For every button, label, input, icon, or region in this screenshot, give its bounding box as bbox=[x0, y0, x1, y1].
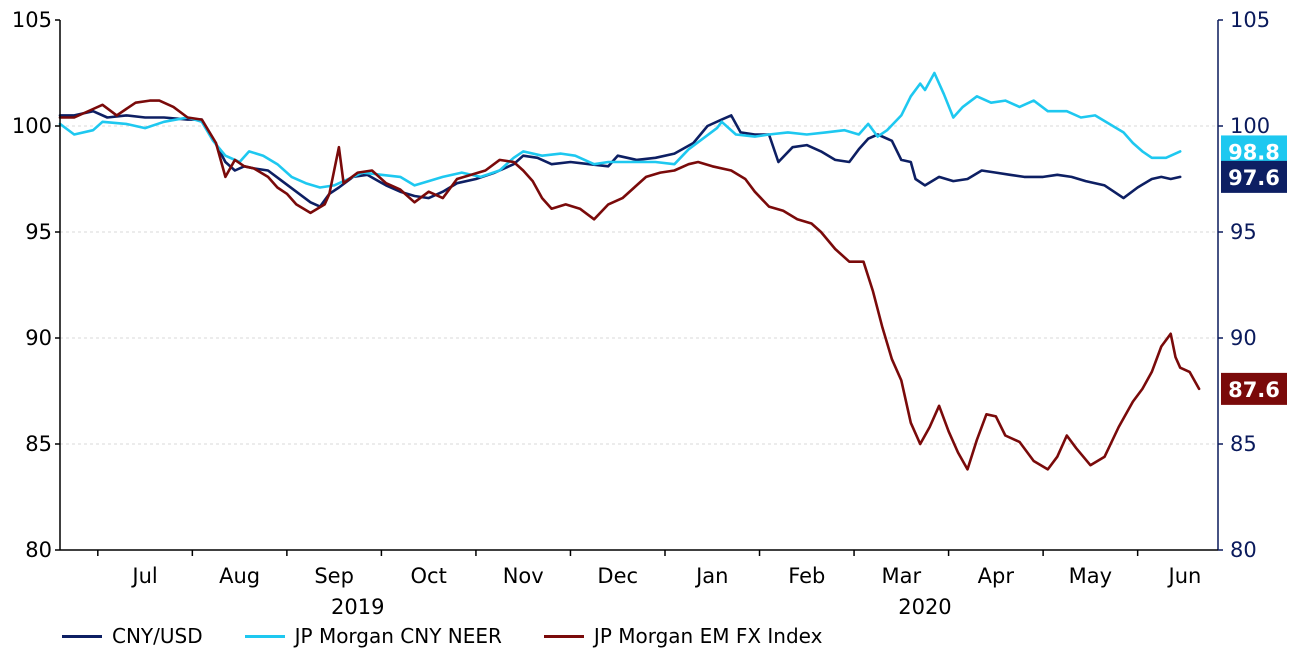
series-layer bbox=[58, 71, 1201, 471]
y-tick-label-left-85: 85 bbox=[25, 432, 52, 456]
x-tick-label-feb: Feb bbox=[788, 564, 825, 588]
y-tick-label-right-100: 100 bbox=[1230, 114, 1270, 138]
x-tick-label-apr: Apr bbox=[978, 564, 1015, 588]
legend-label-cny-usd: CNY/USD bbox=[112, 624, 203, 648]
x-tick-label-jul: Jul bbox=[130, 564, 157, 588]
end-label-box-97.6 bbox=[1221, 160, 1287, 193]
x-year-label-2020: 2020 bbox=[898, 595, 951, 619]
y-tick-label-left-95: 95 bbox=[25, 220, 52, 244]
end-label-98.8: 98.8 bbox=[1228, 140, 1280, 164]
grid-layer bbox=[60, 125, 1218, 445]
chart: 80 85 90 95 100 105 80 85 90 95 100 105 Jul Aug Sep Oct… bbox=[12, 8, 1287, 619]
legend-item-cny-neer: JP Morgan CNY NEER bbox=[244, 624, 502, 648]
x-tick-label-jan: Jan bbox=[694, 564, 728, 588]
label-layer: 80 85 90 95 100 105 80 85 90 95 100 105 Jul Aug Sep Oct… bbox=[12, 8, 1270, 619]
x-year-label-2019: 2019 bbox=[331, 595, 384, 619]
y-tick-label-left-80: 80 bbox=[25, 538, 52, 562]
y-tick-label-right-80: 80 bbox=[1230, 538, 1257, 562]
y-tick-label-right-85: 85 bbox=[1230, 432, 1257, 456]
legend: CNY/USD JP Morgan CNY NEER JP Morgan EM … bbox=[62, 624, 822, 648]
y-tick-label-right-90: 90 bbox=[1230, 326, 1257, 350]
legend-swatch-cny-neer bbox=[244, 634, 285, 638]
y-tick-label-right-105: 105 bbox=[1230, 8, 1270, 32]
legend-label-cny-neer: JP Morgan CNY NEER bbox=[294, 624, 502, 648]
end-label-87.6: 87.6 bbox=[1228, 378, 1280, 402]
series-line-cny-usd bbox=[58, 109, 1182, 208]
end-label-box-87.6 bbox=[1221, 372, 1287, 405]
y-tick-label-right-95: 95 bbox=[1230, 220, 1257, 244]
legend-swatch-cny-usd bbox=[62, 634, 102, 638]
end-label-97.6: 97.6 bbox=[1228, 166, 1280, 190]
legend-label-em-fx: JP Morgan EM FX Index bbox=[593, 624, 823, 648]
series-line-cny-neer bbox=[58, 71, 1182, 189]
legend-item-cny-usd: CNY/USD bbox=[62, 624, 203, 648]
x-tick-label-dec: Dec bbox=[597, 564, 638, 588]
series-line-em-fx bbox=[58, 99, 1201, 471]
x-tick-label-oct: Oct bbox=[411, 564, 447, 588]
y-tick-label-left-90: 90 bbox=[25, 326, 52, 350]
x-tick-label-sep: Sep bbox=[314, 564, 354, 588]
legend-swatch-em-fx bbox=[543, 634, 584, 638]
x-tick-label-nov: Nov bbox=[503, 564, 544, 588]
x-tick-label-mar: Mar bbox=[882, 564, 922, 588]
legend-item-em-fx: JP Morgan EM FX Index bbox=[543, 624, 823, 648]
x-tick-label-jun: Jun bbox=[1167, 564, 1202, 588]
x-tick-label-may: May bbox=[1069, 564, 1112, 588]
y-tick-label-left-105: 105 bbox=[12, 8, 52, 32]
y-tick-label-left-100: 100 bbox=[12, 114, 52, 138]
end-label-layer: 98.897.6 87.6 bbox=[1221, 135, 1287, 405]
axis-layer bbox=[55, 19, 1223, 556]
x-tick-label-aug: Aug bbox=[219, 564, 260, 588]
